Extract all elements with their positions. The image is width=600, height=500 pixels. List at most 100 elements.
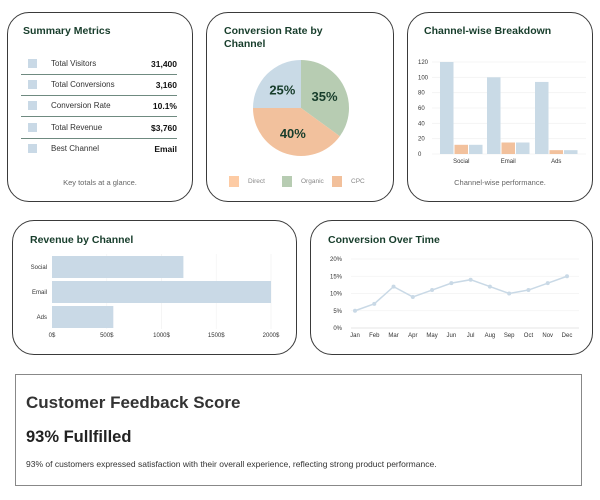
legend-item-cpc: CPC <box>332 176 365 187</box>
y-tick-label: 15% <box>330 274 343 280</box>
metric-value: 31,400 <box>151 58 177 69</box>
feedback-score: 93% Fullfilled <box>26 428 132 446</box>
pie-slice-label: 40% <box>280 126 306 141</box>
metric-divider <box>21 95 177 97</box>
channel-breakdown-card: Channel-wise Breakdown 120 100 80 60 40 20 0 So… <box>407 12 593 202</box>
legend-label: Direct <box>248 178 265 185</box>
conversion-title: Conversion Over Time <box>328 234 440 246</box>
metric-row: Total Visitors 31,400 <box>21 53 177 74</box>
y-tick-label: 100 <box>418 75 429 81</box>
x-tick-label: 1000$ <box>153 333 170 339</box>
metric-marker-icon <box>28 123 37 132</box>
bar <box>564 150 578 154</box>
x-tick-label: 500$ <box>100 333 114 339</box>
x-tick-label: Nov <box>542 333 553 339</box>
metric-value: $3,760 <box>151 122 177 133</box>
breakdown-caption: Channel-wise performance. <box>454 178 546 187</box>
pie-slice-direct <box>253 60 301 108</box>
bar <box>440 62 454 154</box>
y-tick-label: 80 <box>418 91 425 97</box>
x-tick-label: Oct <box>524 333 534 339</box>
data-point <box>372 301 377 306</box>
revenue-title: Revenue by Channel <box>30 234 134 246</box>
metric-divider <box>21 116 177 118</box>
data-point <box>565 274 569 279</box>
metric-label: Conversion Rate <box>51 101 111 110</box>
pie-title: Conversion Rate by Channel <box>224 25 323 51</box>
y-tick-label: 20 <box>418 137 425 143</box>
feedback-description: 93% of customers expressed satisfaction … <box>26 459 437 469</box>
data-point <box>430 288 435 293</box>
metric-marker-icon <box>28 101 37 110</box>
data-point <box>391 284 396 289</box>
metric-label: Total Conversions <box>51 80 115 89</box>
bar <box>454 144 468 154</box>
bar-social <box>52 256 184 278</box>
metric-label: Total Revenue <box>51 123 103 132</box>
metric-marker-icon <box>28 59 37 68</box>
y-tick-label: 40 <box>418 121 425 127</box>
legend-swatch-icon <box>282 176 292 187</box>
metric-marker-icon <box>28 80 37 89</box>
legend-label: Organic <box>301 178 324 185</box>
legend-label: CPC <box>351 178 365 185</box>
y-tick-label: 0 <box>418 152 422 158</box>
x-tick-label: Jul <box>467 333 475 339</box>
metric-row: Best Channel Email <box>21 138 177 159</box>
conversion-rate-pie-card: Conversion Rate by Channel 35% 40% 25% Dir… <box>206 12 394 202</box>
bar <box>469 144 483 154</box>
metric-row: Conversion Rate 10.1% <box>21 95 177 116</box>
bar <box>549 150 563 154</box>
bar <box>535 81 549 154</box>
x-tick-label: Jan <box>350 333 360 339</box>
metric-divider <box>21 138 177 140</box>
pie-chart: 35% 40% 25% <box>253 60 349 156</box>
feedback-title: Customer Feedback Score <box>26 393 241 412</box>
breakdown-bar-chart: 120 100 80 60 40 20 0 Social Email Ads <box>418 60 586 165</box>
x-tick-label: 1500$ <box>208 333 225 339</box>
x-tick-label: Ads <box>551 159 561 165</box>
pie-slice-organic <box>301 60 349 137</box>
metric-label: Total Visitors <box>51 59 97 68</box>
metric-row: Total Conversions 3,160 <box>21 74 177 95</box>
data-point <box>468 277 473 282</box>
data-point <box>410 294 415 299</box>
metric-marker-icon <box>28 144 37 153</box>
x-tick-label: Jun <box>447 333 457 339</box>
y-tick-label: 5% <box>333 309 342 315</box>
legend-item-organic: Organic <box>282 176 324 187</box>
bar <box>516 142 530 154</box>
data-point <box>507 291 512 296</box>
pie-slice-label: 35% <box>312 89 338 104</box>
summary-title: Summary Metrics <box>23 25 111 37</box>
metric-value: 3,160 <box>155 79 177 90</box>
legend-swatch-icon <box>229 176 239 187</box>
x-tick-label: 0$ <box>49 333 56 339</box>
metric-label: Best Channel <box>51 144 100 153</box>
metric-value: Email <box>154 143 177 154</box>
data-point <box>449 281 454 286</box>
y-tick-label: Ads <box>37 315 47 321</box>
x-tick-label: Feb <box>369 333 380 339</box>
summary-metrics-card: Summary Metrics Total Visitors 31,400 Tota… <box>7 12 193 202</box>
x-tick-label: May <box>426 333 437 339</box>
summary-caption: Key totals at a glance. <box>63 178 137 187</box>
x-tick-label: Sep <box>504 333 515 339</box>
pie-slice-label: 25% <box>269 82 295 97</box>
bar <box>487 77 501 154</box>
bar-ads <box>52 306 114 328</box>
revenue-by-channel-card: Revenue by Channel 0$ 500$ 1000$ 1500$ 2000$… <box>12 220 297 355</box>
x-tick-label: Mar <box>388 333 398 339</box>
breakdown-title: Channel-wise Breakdown <box>424 25 552 37</box>
pie-title-line1: Conversion Rate by <box>224 25 323 37</box>
revenue-bar-chart: 0$ 500$ 1000$ 1500$ 2000$ Social Email Ads <box>31 254 280 339</box>
pie-title-line2: Channel <box>224 38 266 50</box>
data-point <box>353 308 357 313</box>
metric-divider <box>21 74 177 76</box>
conversion-line-chart: 20% 15% 10% 5% 0% Jan Feb Mar Apr May Jun Jul Aug Sep… <box>330 257 579 339</box>
metric-row: Total Revenue $3,760 <box>21 117 177 138</box>
data-point <box>526 288 531 293</box>
data-point <box>487 284 492 289</box>
x-tick-label: Social <box>453 159 469 165</box>
conversion-over-time-card: Conversion Over Time 20% 15% 10% 5% 0% Jan Feb… <box>310 220 593 355</box>
